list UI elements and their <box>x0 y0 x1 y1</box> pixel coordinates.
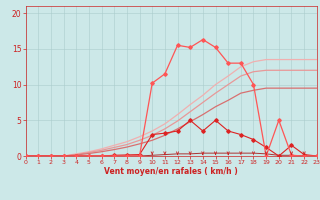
X-axis label: Vent moyen/en rafales ( km/h ): Vent moyen/en rafales ( km/h ) <box>104 167 238 176</box>
